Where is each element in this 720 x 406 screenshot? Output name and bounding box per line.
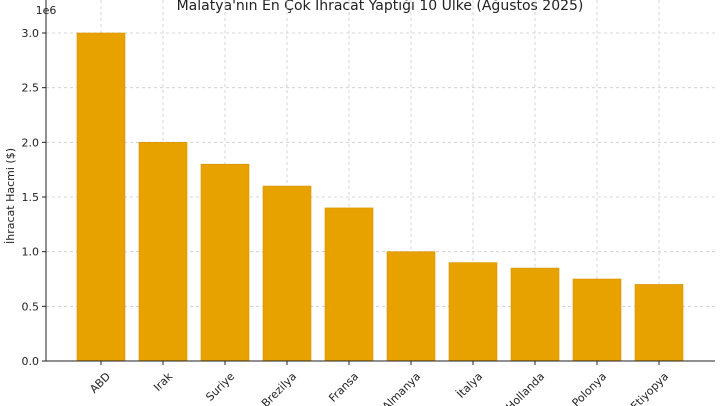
x-tick-label: ABD bbox=[87, 370, 113, 396]
x-tick-label: Almanya bbox=[380, 370, 423, 406]
y-ticks: 0.0 0.5 1.0 1.5 2.0 2.5 3.0 bbox=[22, 27, 46, 368]
x-tick-label: Hollanda bbox=[504, 370, 548, 406]
axes bbox=[45, 0, 715, 362]
bar bbox=[324, 207, 374, 362]
y-tick-label: 0.0 bbox=[22, 355, 40, 368]
x-ticks: ABD Irak Suriye Brezilya Fransa Almanya İtalya… bbox=[87, 361, 671, 406]
bar bbox=[572, 278, 622, 362]
bar bbox=[386, 251, 436, 362]
bar bbox=[76, 32, 126, 362]
y-tick-label: 1.0 bbox=[22, 246, 40, 259]
bar bbox=[200, 163, 250, 362]
y-tick-label: 3.0 bbox=[22, 27, 40, 40]
bar bbox=[634, 284, 684, 362]
bar bbox=[448, 262, 498, 362]
bar bbox=[262, 185, 312, 362]
y-tick-label: 1.5 bbox=[22, 191, 40, 204]
x-tick-label: Etiyopya bbox=[628, 370, 671, 406]
x-tick-label: Brezilya bbox=[259, 370, 299, 406]
x-tick-label: İtalya bbox=[454, 370, 485, 401]
x-tick-label: Fransa bbox=[326, 370, 361, 405]
x-tick-label: Irak bbox=[151, 369, 175, 393]
x-tick-label: Suriye bbox=[203, 370, 237, 404]
x-tick-label: Polonya bbox=[570, 370, 610, 406]
chart-title: Malatya'nın En Çok İhracat Yaptığı 10 Ül… bbox=[177, 0, 584, 14]
y-tick-label: 2.0 bbox=[22, 136, 40, 149]
bar bbox=[138, 142, 188, 362]
y-tick-label: 2.5 bbox=[22, 82, 40, 95]
y-tick-label: 0.5 bbox=[22, 300, 40, 313]
y-axis-label: İhracat Hacmi ($) bbox=[4, 148, 17, 244]
y-offset-label: 1e6 bbox=[36, 4, 57, 17]
bar bbox=[510, 267, 560, 362]
